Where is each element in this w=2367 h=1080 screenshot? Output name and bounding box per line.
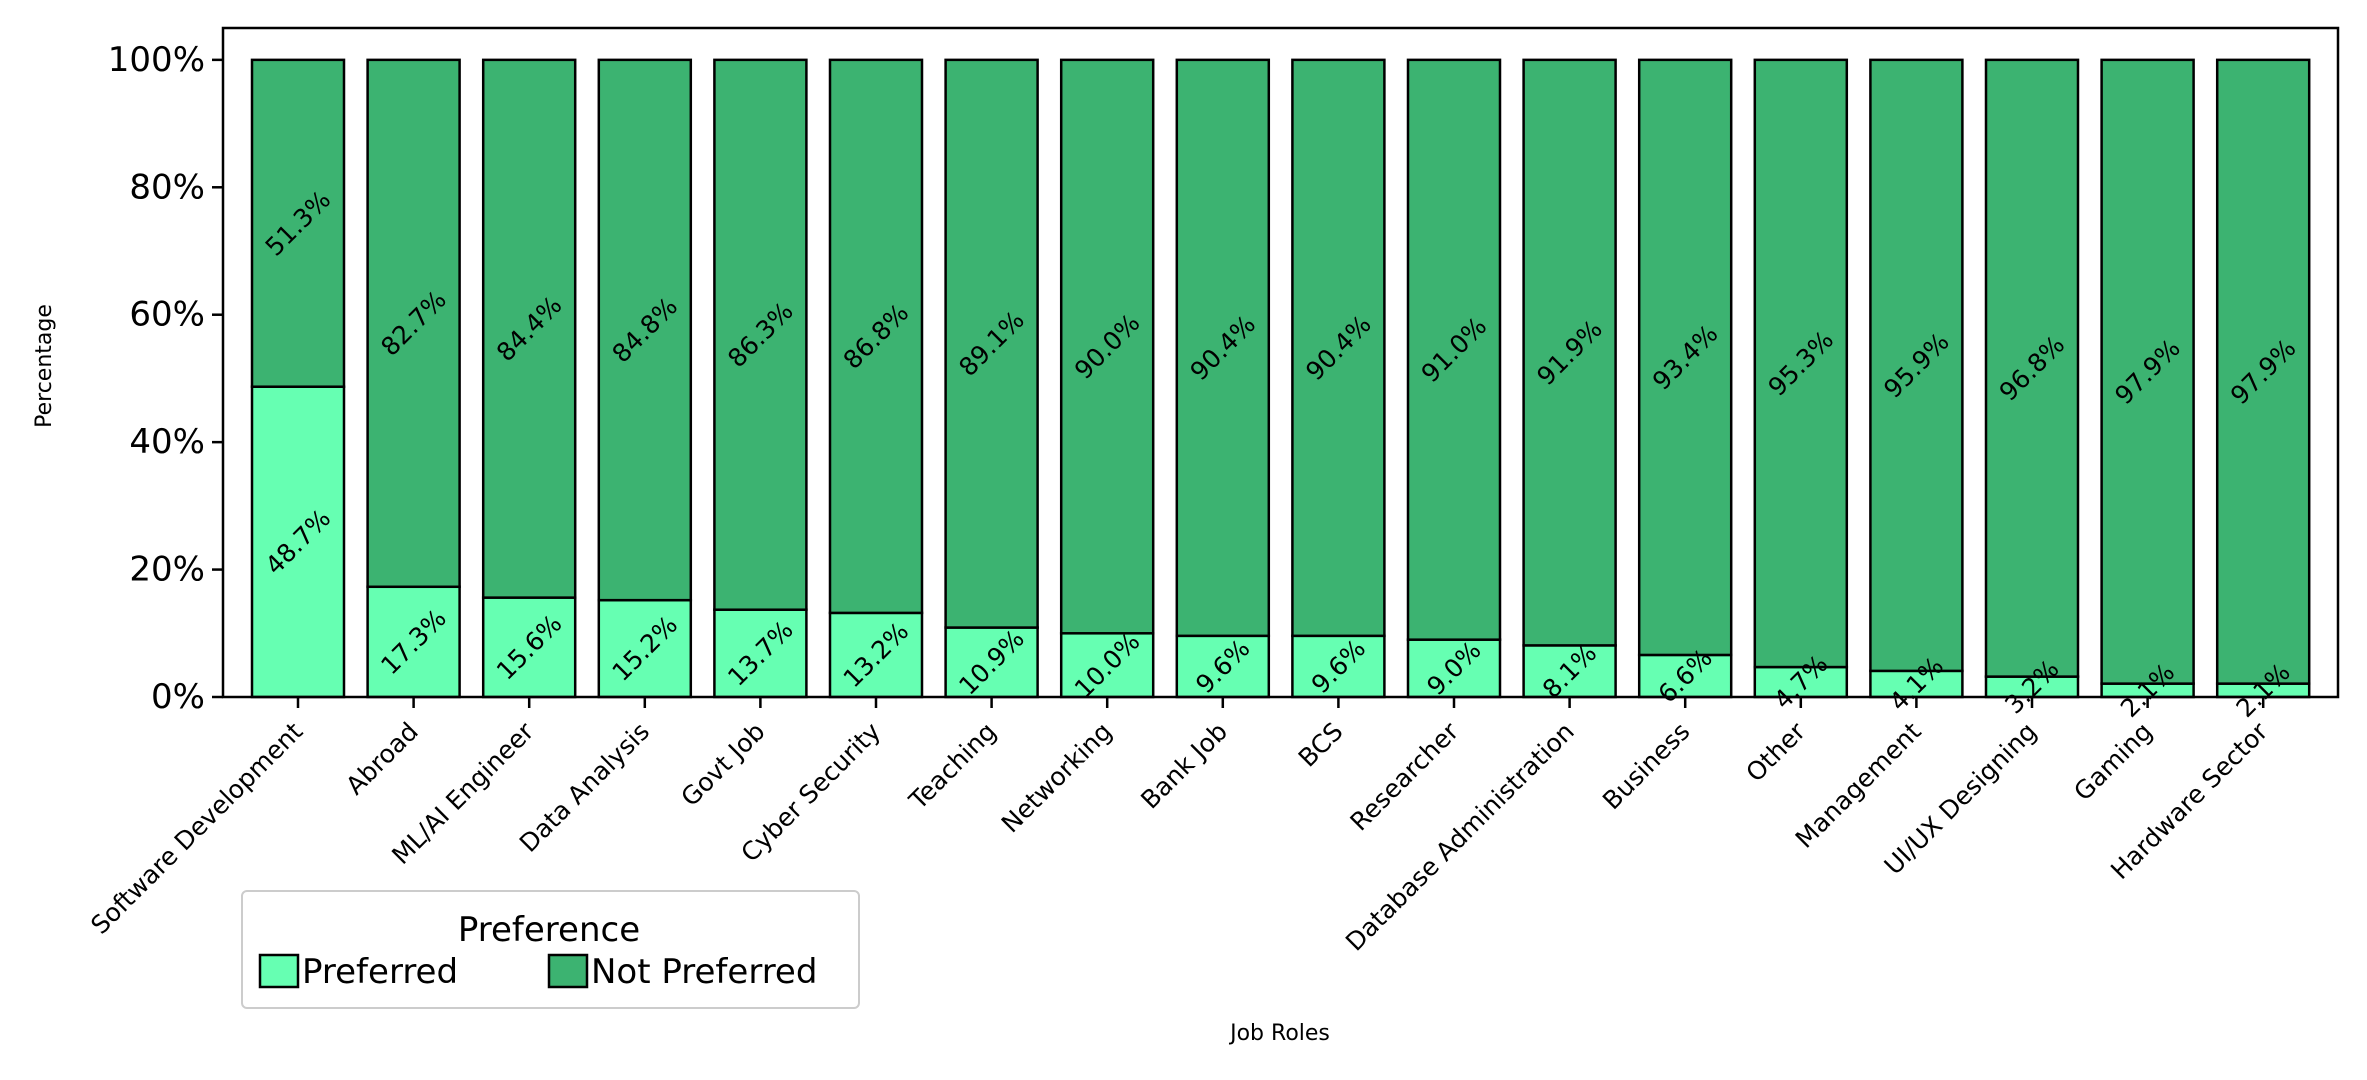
legend: Preference Preferred Not Preferred: [241, 890, 860, 1009]
y-tick-label: 80%: [129, 167, 205, 207]
bar-not-preferred: [366, 58, 461, 589]
legend-label-preferred: Preferred: [302, 952, 458, 992]
x-axis-label: Job Roles: [1228, 1021, 1330, 1046]
bar-preferred: [1753, 665, 1849, 699]
bar-not-preferred: [2215, 58, 2311, 685]
x-tick-label: Gaming: [2068, 717, 2158, 807]
bar-not-preferred: [1059, 58, 1155, 635]
x-tick-label: Bank Job: [1135, 717, 1233, 815]
bar-not-preferred: [1406, 58, 1502, 641]
bar-not-preferred: [944, 58, 1039, 629]
legend-title: Preference: [458, 910, 640, 950]
y-tick-label: 0%: [151, 677, 205, 717]
legend-swatch-preferred: [258, 953, 300, 989]
x-tick-label: BCS: [1293, 717, 1349, 773]
y-axis: 0% 20% 40% 60% 80% 100%: [108, 40, 223, 717]
y-tick-label: 60%: [129, 295, 205, 335]
bars-layer: [250, 58, 2311, 699]
x-tick-label: Networking: [996, 717, 1118, 839]
legend-label-not-preferred: Not Preferred: [591, 952, 817, 992]
bar-not-preferred: [1984, 58, 2080, 678]
y-tick-label: 40%: [129, 422, 205, 462]
x-tick-label: Govt Job: [675, 717, 770, 812]
x-tick-label: Other: [1740, 716, 1811, 787]
bar-not-preferred: [481, 58, 577, 599]
bar-not-preferred: [1522, 58, 1617, 647]
bar-preferred: [1291, 634, 1386, 699]
bar-not-preferred: [2100, 58, 2195, 685]
y-tick-label: 100%: [108, 40, 205, 80]
y-axis-label: Percentage: [32, 304, 57, 428]
bar-not-preferred: [828, 58, 924, 615]
x-tick-label: Teaching: [903, 717, 1002, 816]
x-tick-label: Business: [1597, 717, 1695, 815]
bar-not-preferred: [1753, 58, 1849, 669]
bar-preferred: [1175, 634, 1271, 699]
bar-not-preferred: [1175, 58, 1271, 638]
bar-preferred: [1869, 669, 1964, 699]
x-tick-label: Database Administration: [1340, 717, 1580, 957]
bar-not-preferred: [1291, 58, 1386, 638]
y-tick-label: 20%: [129, 550, 205, 590]
bar-not-preferred: [1869, 58, 1964, 673]
x-tick-label: Abroad: [340, 717, 424, 801]
bar-preferred: [250, 385, 346, 699]
bar-not-preferred: [250, 58, 346, 388]
bar-preferred: [828, 611, 924, 699]
bar-not-preferred: [713, 58, 808, 611]
x-tick-label: Researcher: [1344, 716, 1464, 836]
plot-frame: [221, 26, 2340, 699]
legend-swatch-not-preferred: [547, 953, 589, 989]
bar-not-preferred: [1637, 58, 1733, 657]
bar-not-preferred: [597, 58, 693, 602]
legend-frame: [241, 890, 860, 1009]
